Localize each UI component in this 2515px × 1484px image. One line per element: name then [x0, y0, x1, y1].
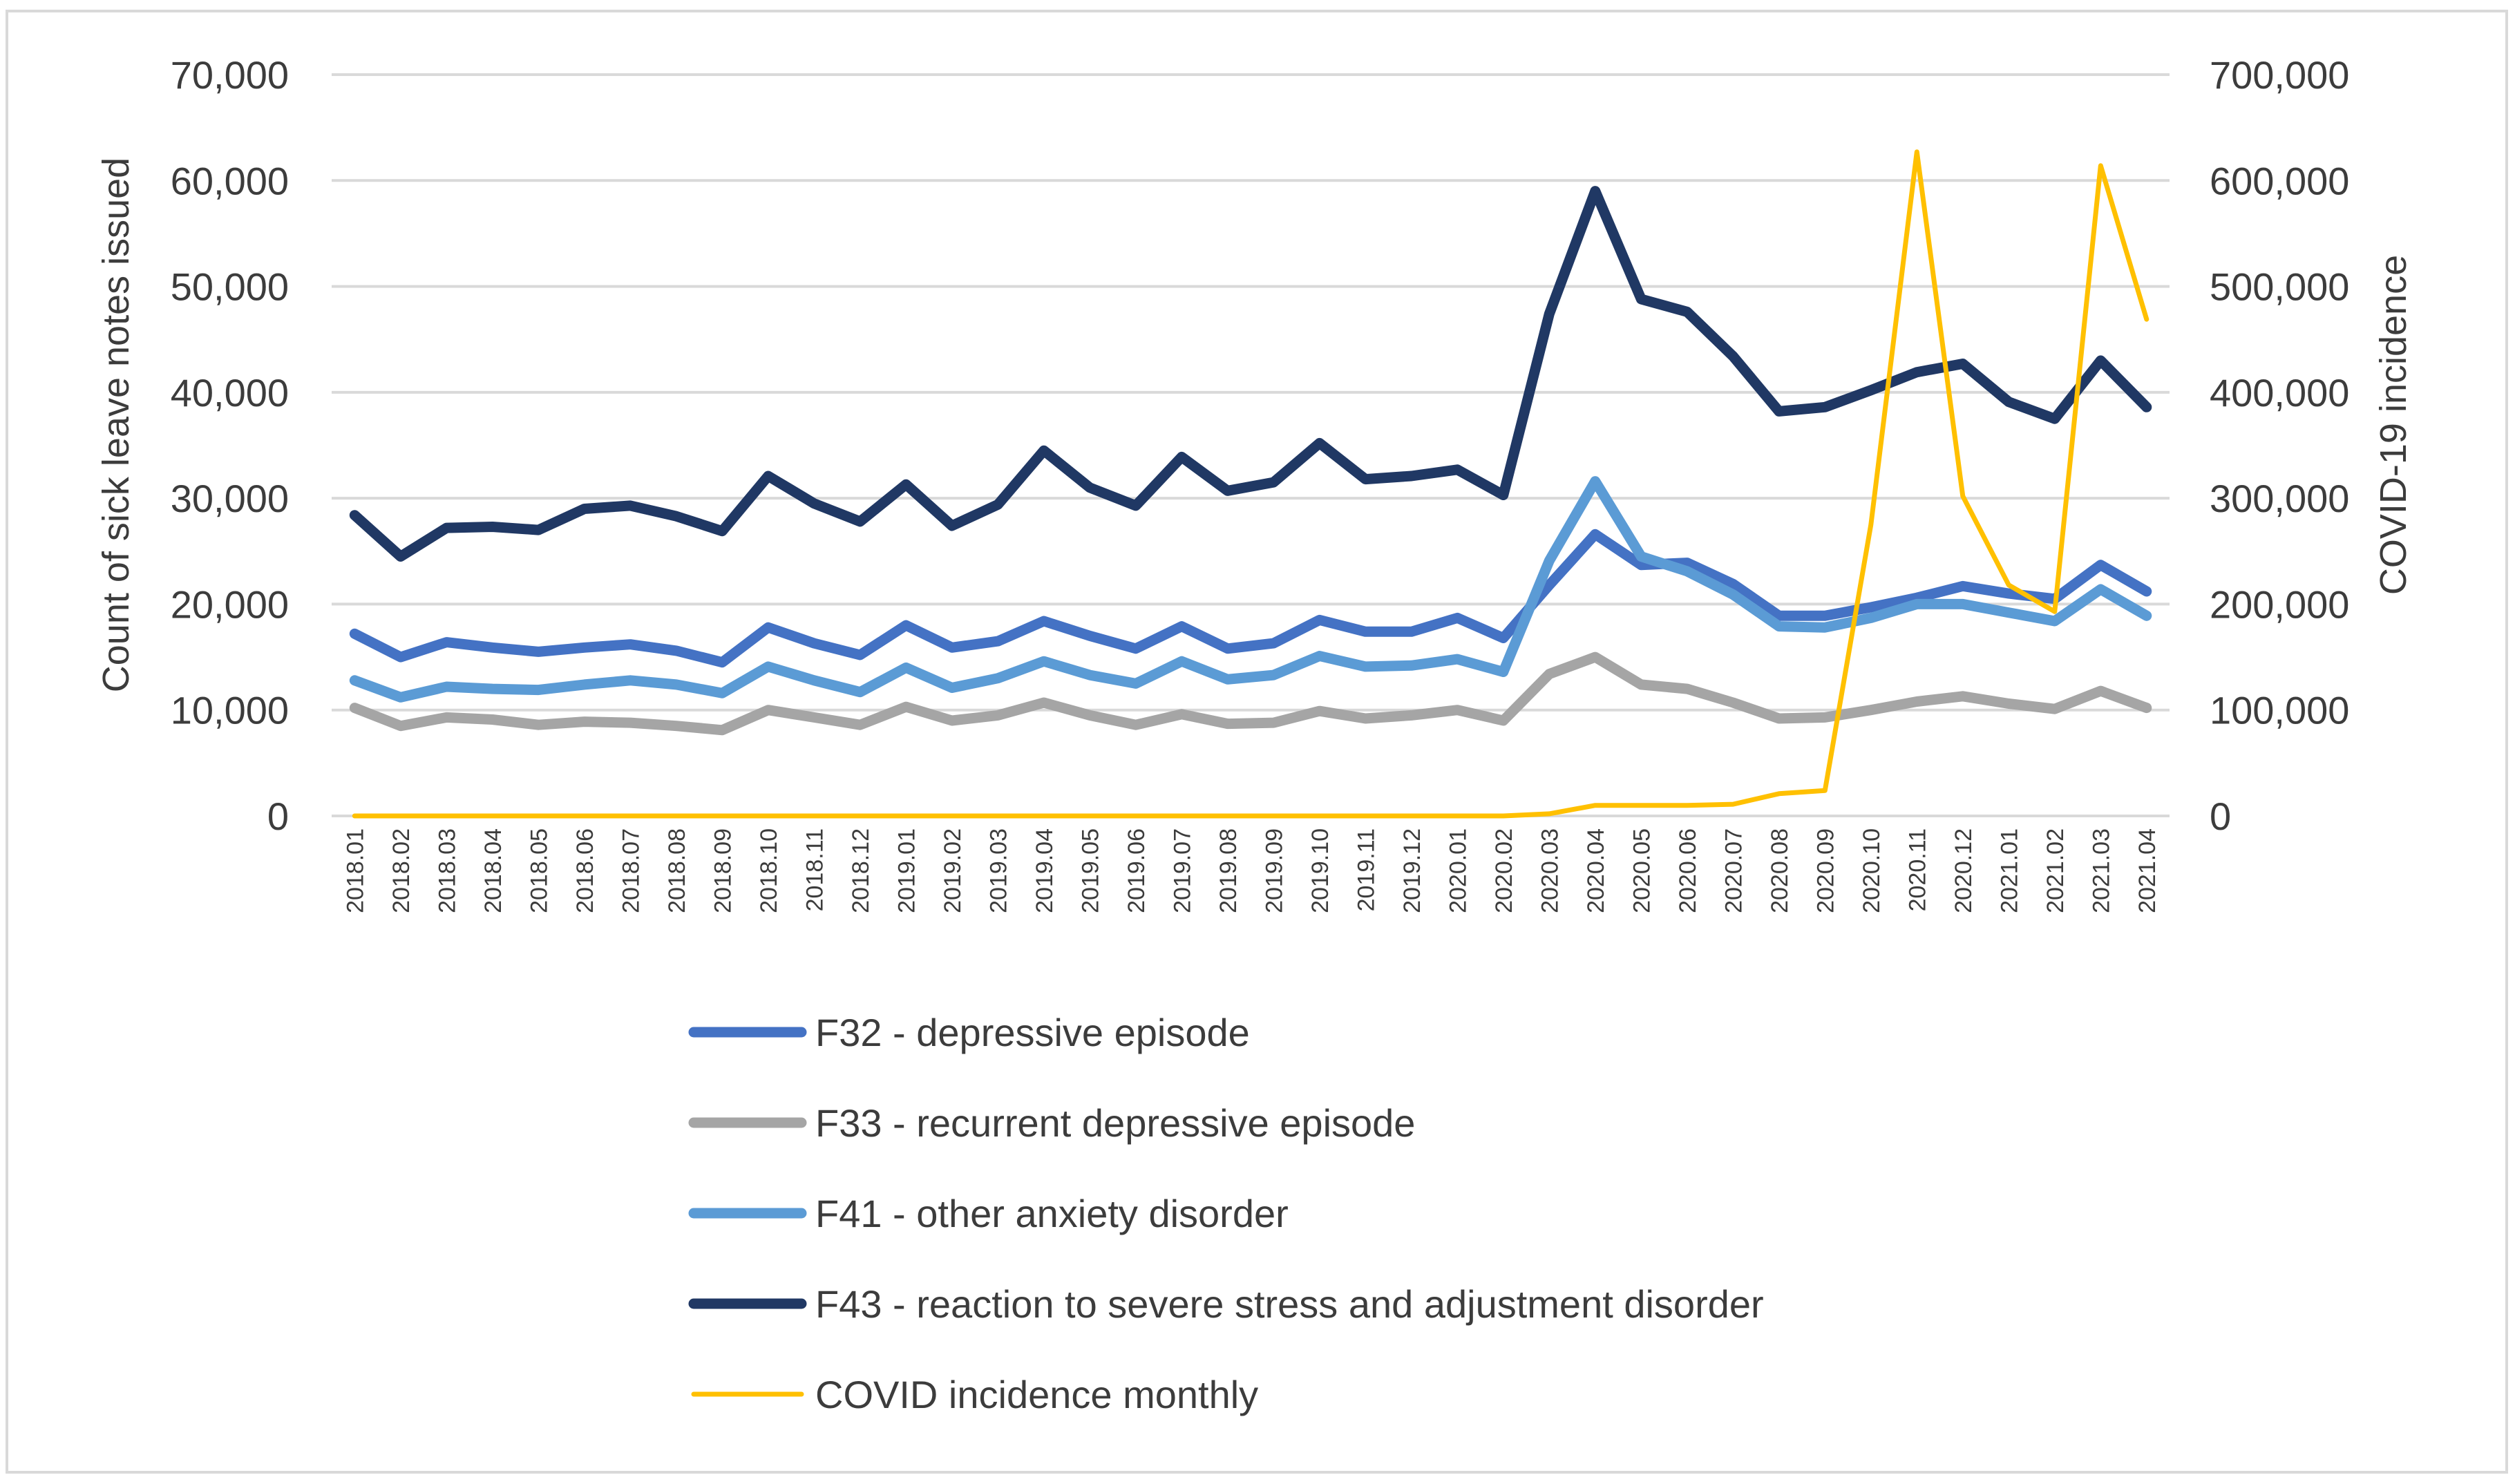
- x-tick-label: 2018.07: [618, 828, 644, 913]
- x-tick-label: 2019.10: [1307, 828, 1334, 913]
- y-tick-label-left: 60,000: [171, 159, 289, 202]
- y-tick-label-right: 0: [2210, 795, 2231, 838]
- x-tick-label: 2018.03: [434, 828, 460, 913]
- x-tick-label: 2019.02: [940, 828, 966, 913]
- x-tick-label: 2021.01: [1996, 828, 2022, 913]
- legend-label: COVID incidence monthly: [815, 1373, 1258, 1416]
- series-line-1: [349, 529, 2152, 668]
- x-tick-label: 2020.05: [1629, 828, 1655, 913]
- x-tick-label: 2021.02: [2042, 828, 2069, 913]
- y-tick-label-left: 10,000: [171, 689, 289, 732]
- x-tick-label: 2018.08: [664, 828, 690, 913]
- left-axis-ticks: 0 10,000 20,000 30,000 40,000 50,000 60,000 70,…: [171, 53, 289, 838]
- x-tick-label: 2020.06: [1675, 828, 1701, 913]
- x-tick-label: 2018.09: [710, 828, 736, 913]
- x-tick-label: 2020.11: [1904, 828, 1930, 911]
- x-tick-label: 2018.01: [342, 828, 368, 913]
- x-tick-label: 2018.12: [848, 828, 874, 913]
- x-tick-label: 2019.05: [1077, 828, 1103, 913]
- x-tick-label: 2018.04: [480, 828, 506, 913]
- x-tick-label: 2019.08: [1215, 828, 1242, 913]
- series-lines: [349, 149, 2152, 819]
- x-tick-label: 2019.03: [985, 828, 1012, 913]
- x-tick-label: 2019.04: [1032, 828, 1058, 913]
- series-line-3: [349, 476, 2152, 703]
- y-tick-label-left: 40,000: [171, 371, 289, 415]
- y-tick-label-left: 50,000: [171, 265, 289, 309]
- legend-label: F41 - other anxiety disorder: [815, 1192, 1289, 1235]
- legend-label: F32 - depressive episode: [815, 1011, 1250, 1054]
- y-tick-label-right: 300,000: [2210, 477, 2349, 520]
- y-tick-label-right: 100,000: [2210, 689, 2349, 732]
- x-tick-label: 2018.05: [526, 828, 552, 913]
- x-tick-label: 2018.06: [572, 828, 598, 913]
- x-tick-label: 2020.03: [1537, 828, 1563, 913]
- x-tick-label: 2019.12: [1399, 828, 1425, 913]
- chart-border: [6, 10, 2508, 1474]
- x-tick-label: 2020.02: [1491, 828, 1517, 913]
- series-line-4: [349, 186, 2152, 562]
- y-axis-label-left: Count of sick leave notes issued: [95, 158, 137, 692]
- y-tick-label-right: 400,000: [2210, 371, 2349, 415]
- x-tick-label: 2019.06: [1123, 828, 1150, 913]
- y-tick-label-right: 600,000: [2210, 159, 2349, 202]
- x-tick-label: 2020.01: [1445, 828, 1471, 913]
- legend-label: F33 - recurrent depressive episode: [815, 1101, 1415, 1145]
- x-axis-ticks: 2018.01 2018.02 2018.03 2018.04 2018.05 2018.…: [342, 828, 2161, 913]
- y-tick-label-left: 0: [267, 795, 289, 838]
- x-tick-label: 2020.12: [1951, 828, 1977, 913]
- x-tick-label: 2019.11: [1353, 828, 1379, 911]
- series-line-5: [352, 149, 2149, 819]
- x-tick-label: 2020.10: [1859, 828, 1885, 913]
- x-tick-label: 2020.08: [1767, 828, 1793, 913]
- y-tick-label-right: 700,000: [2210, 53, 2349, 97]
- x-tick-label: 2020.09: [1812, 828, 1839, 913]
- x-tick-label: 2021.03: [2088, 828, 2114, 913]
- x-tick-label: 2021.04: [2134, 828, 2161, 913]
- y-tick-label-right: 200,000: [2210, 582, 2349, 626]
- x-tick-label: 2020.07: [1720, 828, 1747, 913]
- right-axis-ticks: 0 100,000 200,000 300,000 400,000 500,000 600,…: [2210, 53, 2349, 838]
- x-tick-label: 2019.09: [1261, 828, 1287, 913]
- gridlines: [332, 73, 2170, 817]
- legend: F32 - depressive episode F33 - recurrent …: [688, 1011, 1764, 1416]
- y-axis-label-right: COVID-19 incidence: [2373, 255, 2414, 595]
- y-tick-label-left: 20,000: [171, 582, 289, 626]
- y-tick-label-left: 30,000: [171, 477, 289, 520]
- y-tick-label-left: 70,000: [171, 53, 289, 97]
- x-tick-label: 2020.04: [1583, 828, 1609, 913]
- legend-label: F43 - reaction to severe stress and adju…: [815, 1282, 1764, 1326]
- series-line-2: [349, 651, 2152, 736]
- x-tick-label: 2018.02: [388, 828, 415, 913]
- x-tick-label: 2018.11: [801, 828, 828, 911]
- x-tick-label: 2019.01: [893, 828, 920, 913]
- y-tick-label-right: 500,000: [2210, 265, 2349, 309]
- x-tick-label: 2019.07: [1169, 828, 1195, 913]
- x-tick-label: 2018.10: [756, 828, 782, 913]
